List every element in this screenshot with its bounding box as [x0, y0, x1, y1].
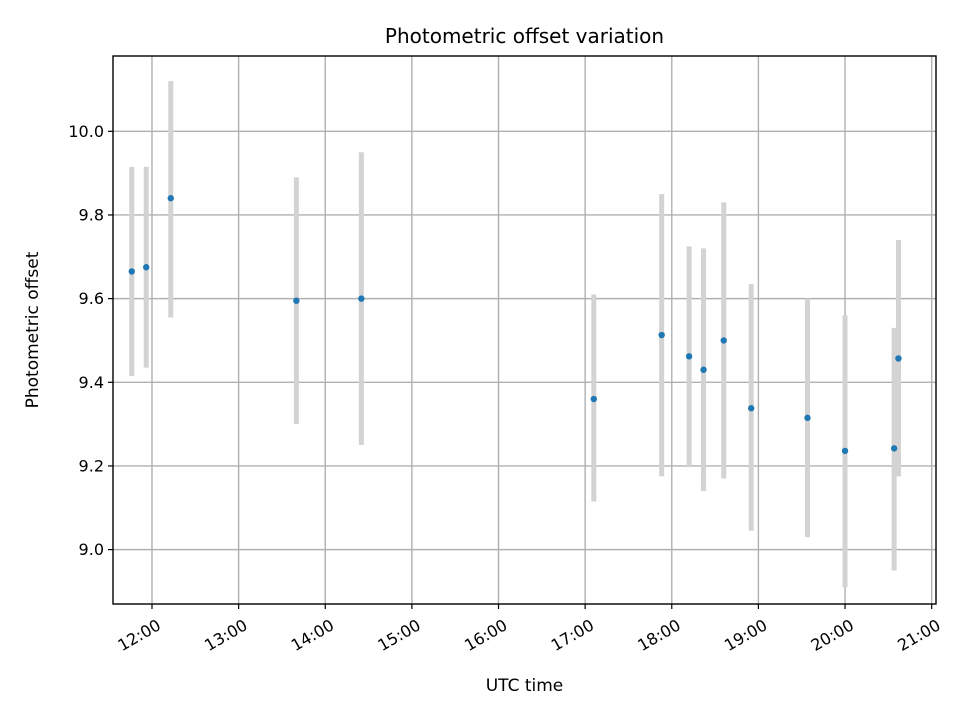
y-tick-label: 9.4	[79, 373, 104, 392]
data-point	[720, 337, 727, 344]
data-point	[895, 355, 902, 362]
x-tick-label: 20:00	[808, 615, 857, 655]
y-axis-label: Photometric offset	[23, 251, 43, 408]
data-points	[128, 195, 902, 455]
data-point	[658, 331, 665, 339]
y-tick-label: 9.8	[79, 205, 104, 224]
data-point	[293, 297, 300, 304]
y-tick-label: 9.6	[79, 289, 104, 308]
data-point	[890, 445, 898, 452]
x-tick-label: 14:00	[288, 615, 337, 655]
data-point	[841, 447, 849, 455]
data-point	[167, 195, 174, 202]
data-point	[747, 405, 755, 412]
x-tick-label: 18:00	[634, 615, 683, 655]
x-axis-ticks: 12:00 13:00 14:00 15:00 16:00 17:00 18:00 19:00…	[115, 604, 944, 655]
plot-frame	[112, 55, 937, 605]
chart-title: Photometric offset variation	[385, 24, 664, 48]
x-tick-label: 12:00	[115, 615, 164, 655]
y-axis-ticks: 9.0 9.2 9.4 9.6 9.8 10.0	[68, 122, 113, 559]
y-tick-label: 9.0	[79, 540, 104, 559]
data-point	[143, 264, 150, 271]
x-tick-label: 13:00	[201, 615, 250, 655]
y-tick-label: 10.0	[68, 122, 104, 141]
x-tick-label: 19:00	[721, 615, 770, 655]
data-point	[804, 414, 811, 422]
y-tick-label: 9.2	[79, 456, 104, 475]
data-point	[358, 295, 365, 302]
x-tick-label: 21:00	[894, 615, 943, 655]
grid-lines	[113, 56, 936, 604]
x-tick-label: 15:00	[374, 615, 423, 655]
x-tick-label: 16:00	[461, 615, 510, 655]
data-point	[590, 395, 598, 403]
data-point	[128, 268, 135, 275]
data-point	[685, 353, 693, 360]
x-axis-label: UTC time	[486, 676, 564, 696]
x-tick-label: 17:00	[548, 615, 597, 655]
error-bars	[129, 81, 901, 588]
data-point	[700, 366, 707, 373]
